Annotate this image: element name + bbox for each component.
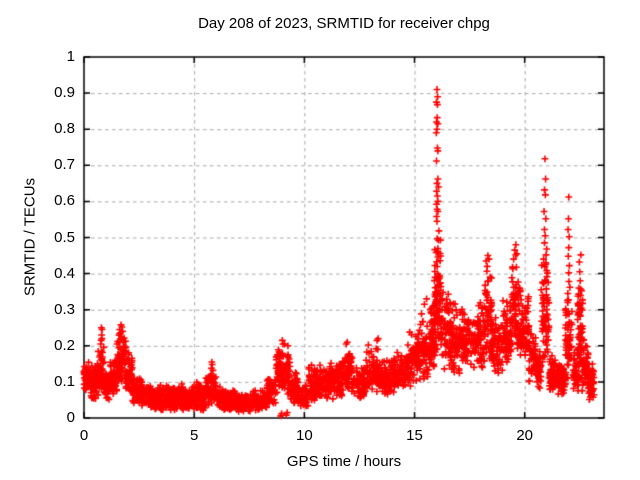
x-tick-label-15: 15 [406, 427, 423, 444]
y-tick-label-0.3: 0.3 [54, 300, 75, 318]
x-tick-label-0: 0 [79, 427, 89, 444]
y-tick-label-0: 0 [66, 409, 75, 426]
y-tick-label-0.8: 0.8 [54, 120, 75, 138]
y-tick-label-0.1: 0.1 [54, 372, 75, 390]
x-tick-label-20: 20 [516, 427, 534, 444]
y-tick-label-1: 1 [66, 48, 75, 65]
x-tick-label-5: 5 [189, 427, 199, 444]
y-tick-label-0.7: 0.7 [54, 156, 75, 174]
y-tick-label-0.5: 0.5 [54, 228, 75, 246]
x-tick-label-10: 10 [295, 427, 313, 444]
y-tick-label-0.9: 0.9 [54, 84, 75, 102]
y-tick-label-0.6: 0.6 [54, 192, 75, 210]
y-tick-label-0.4: 0.4 [54, 264, 75, 282]
x-axis-label: GPS time / hours [286, 453, 402, 470]
y-tick-label-0.2: 0.2 [54, 336, 75, 354]
chart-title: Day 208 of 2023, SRMTID for receiver chp… [198, 15, 490, 32]
